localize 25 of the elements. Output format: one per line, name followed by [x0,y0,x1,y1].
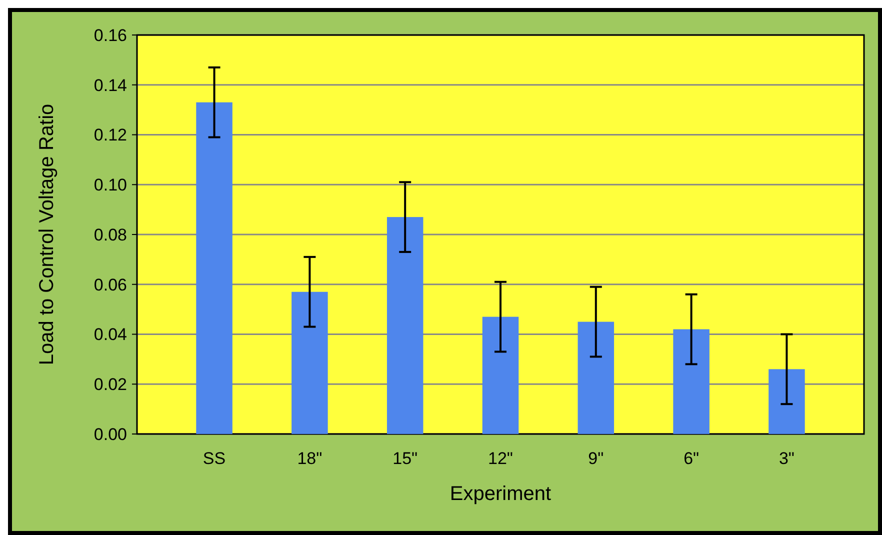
bar [578,322,614,434]
y-tick-label: 0.08 [94,225,127,244]
y-tick-label: 0.02 [94,375,127,394]
y-tick-label: 0.04 [94,325,127,344]
y-tick-label: 0.10 [94,176,127,195]
bar [386,217,424,434]
x-tick-label: 15" [392,449,418,468]
x-tick-label: 3" [778,449,794,468]
y-tick-label: 0.00 [94,424,127,444]
bar [768,369,805,434]
bar [292,292,328,434]
bar [482,316,519,434]
x-axis-title: Experiment [450,483,552,505]
x-tick-label: 6" [684,449,700,468]
bar [196,102,232,434]
x-tick-label: SS [202,449,226,468]
x-tick-label: 12" [488,449,513,468]
x-tick-label: 18" [297,449,322,468]
y-tick-label: 0.06 [94,275,127,294]
y-tick-label: 0.16 [94,26,127,45]
y-tick-label: 0.14 [94,76,127,95]
y-axis-title: Load to Control Voltage Ratio [36,104,58,366]
bar [673,329,710,434]
x-tick-label: 9" [588,449,604,468]
y-tick-label: 0.12 [94,126,127,145]
